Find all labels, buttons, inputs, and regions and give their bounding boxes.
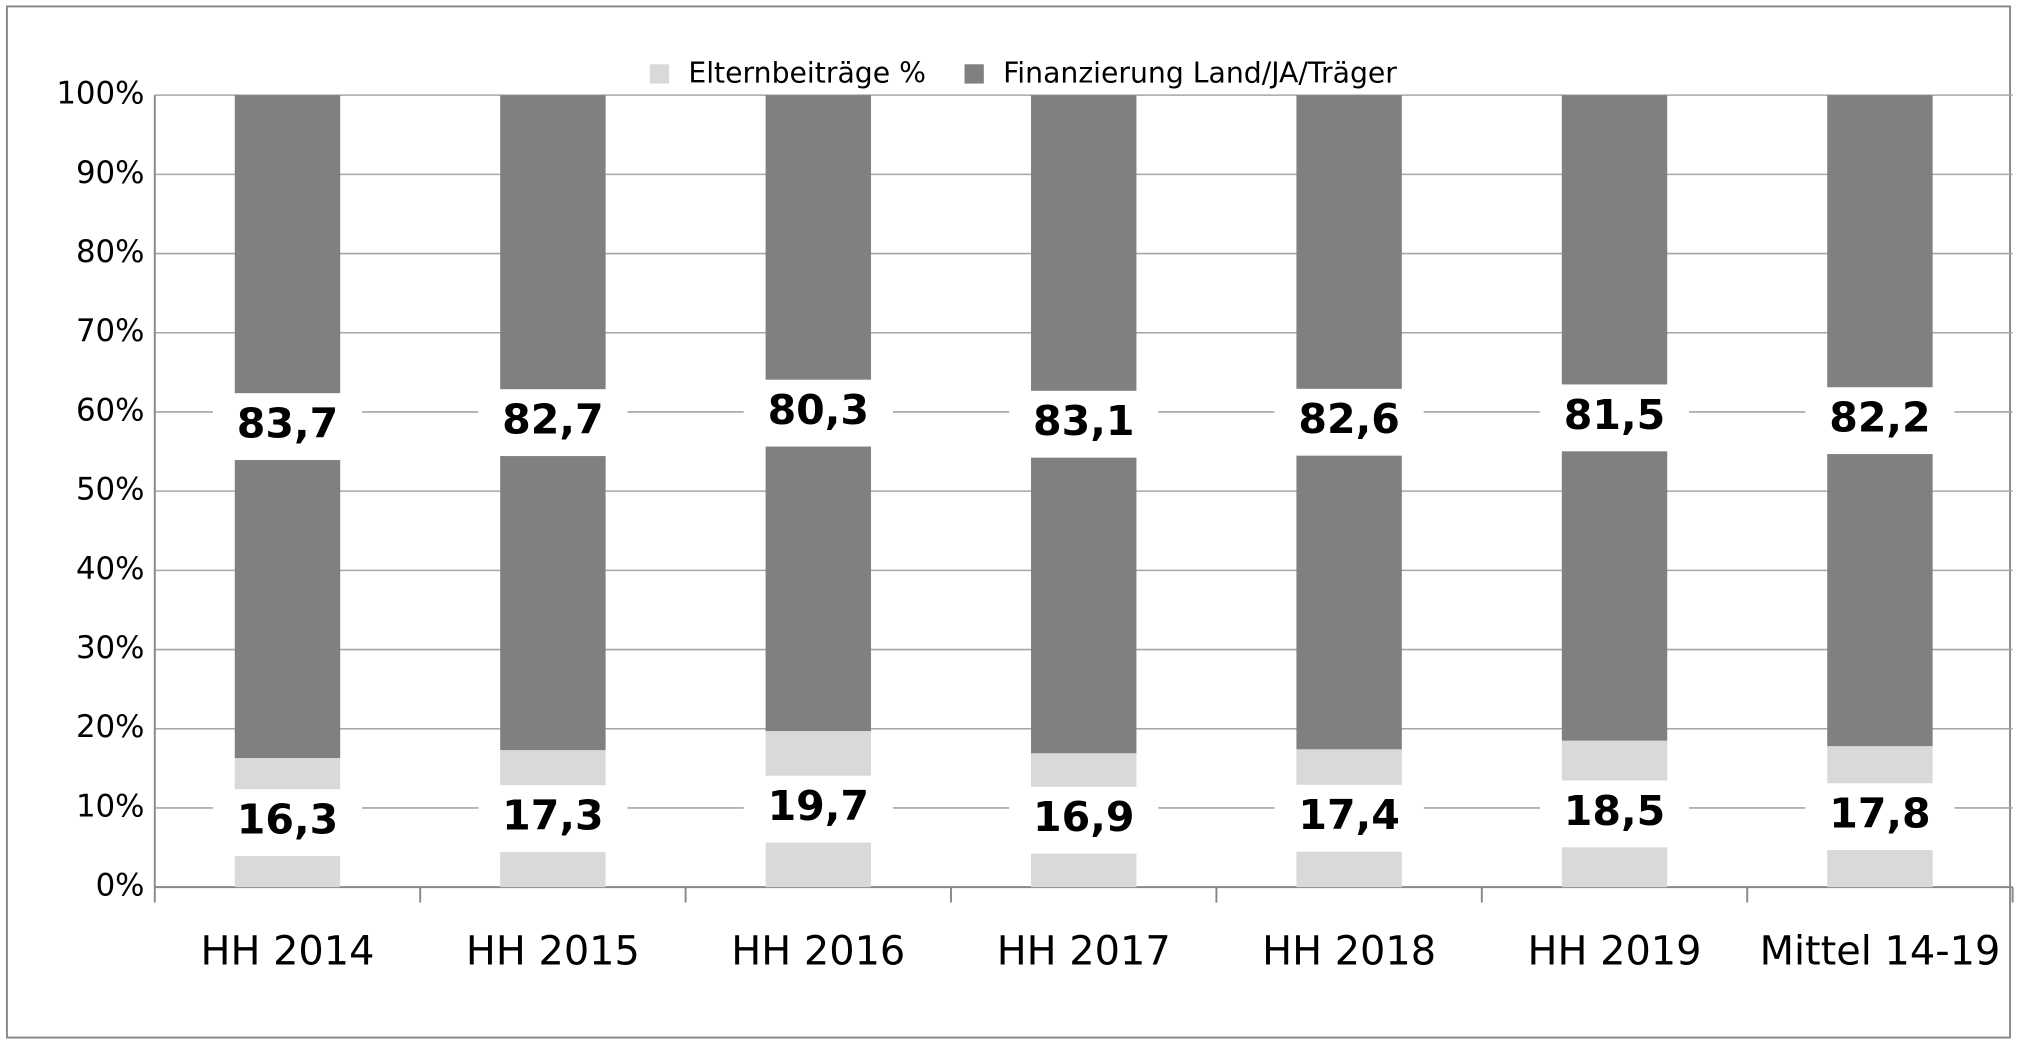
y-tick-label: 90% (76, 155, 145, 191)
data-label-box (1009, 390, 1159, 458)
x-tick-label: HH 2014 (200, 929, 374, 975)
data-label: 17,8 (1829, 790, 1930, 838)
data-label-box (1805, 387, 1955, 455)
data-label: 17,4 (1298, 791, 1399, 839)
y-tick-label: 70% (76, 313, 145, 349)
x-tick-label: HH 2017 (997, 929, 1171, 975)
y-tick-label: 10% (76, 788, 145, 824)
data-label: 80,3 (768, 386, 869, 434)
data-label-box (1009, 786, 1159, 854)
data-label-box (743, 379, 893, 447)
data-label: 83,7 (237, 400, 338, 448)
data-label-box (1805, 783, 1955, 851)
data-label: 82,2 (1829, 394, 1930, 442)
y-tick-label: 50% (76, 472, 145, 508)
y-tick-label: 30% (76, 630, 145, 666)
y-tick-label: 100% (56, 76, 144, 112)
data-label-box (1274, 784, 1424, 852)
data-label-box (1274, 388, 1424, 456)
x-tick-label: HH 2018 (1262, 929, 1436, 975)
y-tick-label: 40% (76, 551, 145, 587)
data-label-box (1539, 384, 1690, 452)
legend-label: Elternbeiträge % (688, 57, 926, 90)
data-label: 82,6 (1298, 395, 1399, 443)
y-tick-label: 0% (96, 868, 145, 904)
x-tick-label: HH 2019 (1528, 929, 1702, 975)
data-label: 16,3 (237, 796, 338, 844)
data-label: 81,5 (1564, 391, 1665, 439)
data-label-box (212, 789, 363, 857)
x-tick-label: Mittel 14-19 (1760, 929, 2001, 975)
data-label-box (212, 393, 363, 461)
chart-frame (5, 5, 2012, 1039)
data-label: 18,5 (1564, 787, 1665, 835)
y-tick-label: 20% (76, 709, 145, 745)
legend-swatch (964, 64, 984, 84)
data-label-box (478, 785, 628, 853)
x-tick-label: HH 2016 (731, 929, 905, 975)
data-label: 83,1 (1033, 397, 1134, 445)
data-label: 16,9 (1033, 793, 1134, 841)
data-label: 17,3 (502, 792, 603, 840)
legend-swatch (649, 64, 670, 84)
data-label: 82,7 (502, 396, 603, 444)
data-label-box (478, 389, 628, 457)
x-tick-label: HH 2015 (466, 929, 640, 975)
y-tick-label: 80% (76, 234, 145, 270)
data-label: 19,7 (768, 782, 869, 830)
legend-label: Finanzierung Land/JA/Träger (1003, 57, 1397, 90)
data-label-box (1539, 780, 1690, 848)
y-tick-label: 60% (76, 392, 145, 428)
data-label-box (743, 775, 893, 843)
